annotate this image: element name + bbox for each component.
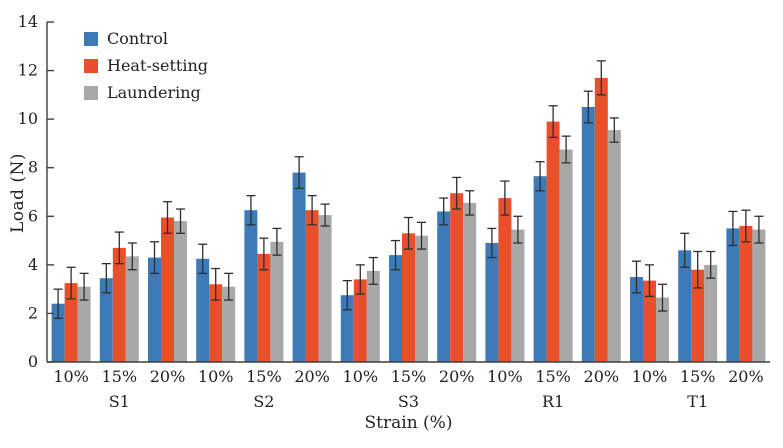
bar-R1-10%-laundering xyxy=(511,229,525,362)
y-tick-label: 0 xyxy=(28,352,38,371)
bar-S1-20%-control xyxy=(148,257,161,362)
group-label: S2 xyxy=(253,392,274,411)
legend-item-control: Control xyxy=(84,30,208,48)
y-axis-label: Load (N) xyxy=(8,152,28,234)
legend-item-laundering: Laundering xyxy=(84,84,208,102)
group-label: R1 xyxy=(542,392,564,411)
legend-label-control: Control xyxy=(107,29,169,48)
bar-T1-20%-control xyxy=(726,228,740,362)
bar-S3-15%-laundering xyxy=(415,235,428,362)
bar-T1-20%-laundering xyxy=(752,229,766,362)
bar-S2-20%-control xyxy=(292,172,306,362)
group-label: S3 xyxy=(398,392,419,411)
bar-S3-15%-control xyxy=(389,255,402,362)
bar-T1-20%-heat-setting xyxy=(739,226,753,362)
x-tick-label: 15% xyxy=(680,367,716,386)
y-tick-label: 6 xyxy=(28,206,38,225)
group-label: T1 xyxy=(687,392,708,411)
bar-S3-10%-laundering xyxy=(366,270,380,362)
bar-S3-20%-heat-setting xyxy=(450,193,464,362)
x-tick-label: 15% xyxy=(535,367,571,386)
bar-S1-15%-laundering xyxy=(125,256,139,362)
x-tick-label: 15% xyxy=(391,367,427,386)
x-tick-label: 10% xyxy=(198,367,234,386)
bar-T1-15%-laundering xyxy=(704,264,718,362)
y-tick-label: 8 xyxy=(28,158,38,177)
y-tick-label: 10 xyxy=(18,109,38,128)
y-tick-label: 12 xyxy=(18,61,38,80)
bar-R1-20%-laundering xyxy=(607,130,621,362)
legend-label-heat-setting: Heat-setting xyxy=(107,56,208,75)
group-label: S1 xyxy=(109,392,130,411)
x-tick-label: 15% xyxy=(246,367,282,386)
bar-S1-20%-laundering xyxy=(174,221,187,362)
bar-R1-15%-laundering xyxy=(559,149,573,362)
bar-S3-20%-laundering xyxy=(463,202,477,362)
bar-S2-20%-laundering xyxy=(318,215,332,362)
x-axis-label: Strain (%) xyxy=(364,413,453,433)
x-tick-label: 20% xyxy=(584,367,620,386)
x-tick-label: 15% xyxy=(102,367,138,386)
y-tick-label: 2 xyxy=(28,303,38,322)
bar-S2-10%-heat-setting xyxy=(209,284,223,362)
bar-S1-10%-laundering xyxy=(77,286,91,362)
bar-S1-10%-heat-setting xyxy=(64,283,78,362)
legend-item-heat-setting: Heat-setting xyxy=(84,57,208,75)
legend-swatch-heat-setting-icon xyxy=(84,59,98,73)
bar-S3-20%-control xyxy=(437,211,451,362)
bar-S2-10%-laundering xyxy=(222,286,236,362)
bar-T1-10%-heat-setting xyxy=(643,280,656,362)
bar-S3-10%-heat-setting xyxy=(353,279,367,362)
x-tick-label: 10% xyxy=(53,367,89,386)
x-tick-label: 10% xyxy=(343,367,379,386)
bar-S1-20%-heat-setting xyxy=(161,217,174,362)
bar-S2-15%-laundering xyxy=(270,241,284,362)
bar-S2-20%-heat-setting xyxy=(305,210,319,362)
bar-S2-15%-control xyxy=(244,210,258,362)
legend-swatch-control-icon xyxy=(84,32,98,46)
bar-T1-15%-heat-setting xyxy=(691,269,705,362)
bar-S2-15%-heat-setting xyxy=(257,253,271,362)
bar-S1-15%-heat-setting xyxy=(112,247,126,362)
bar-T1-10%-laundering xyxy=(656,297,669,362)
bar-S3-10%-control xyxy=(340,295,354,362)
bar-R1-15%-heat-setting xyxy=(546,121,560,362)
x-tick-label: 20% xyxy=(728,367,764,386)
x-tick-label: 10% xyxy=(632,367,668,386)
x-tick-label: 10% xyxy=(487,367,523,386)
bar-R1-20%-control xyxy=(581,107,595,362)
bar-S1-15%-control xyxy=(99,278,113,362)
x-tick-label: 20% xyxy=(439,367,475,386)
x-tick-label: 20% xyxy=(294,367,330,386)
y-tick-label: 4 xyxy=(28,255,38,274)
bar-S3-15%-heat-setting xyxy=(402,233,415,362)
bar-R1-15%-control xyxy=(533,176,547,362)
x-tick-label: 20% xyxy=(150,367,186,386)
bar-R1-10%-control xyxy=(485,243,499,362)
legend-swatch-laundering-icon xyxy=(84,86,98,100)
bar-R1-10%-heat-setting xyxy=(498,198,512,362)
y-tick-label: 14 xyxy=(18,12,38,31)
legend-label-laundering: Laundering xyxy=(107,83,201,102)
bar-S2-10%-control xyxy=(196,258,210,362)
bar-T1-15%-control xyxy=(678,250,692,362)
bar-T1-10%-control xyxy=(630,277,643,362)
bar-R1-20%-heat-setting xyxy=(594,77,608,363)
legend: Control Heat-setting Laundering xyxy=(84,30,208,102)
